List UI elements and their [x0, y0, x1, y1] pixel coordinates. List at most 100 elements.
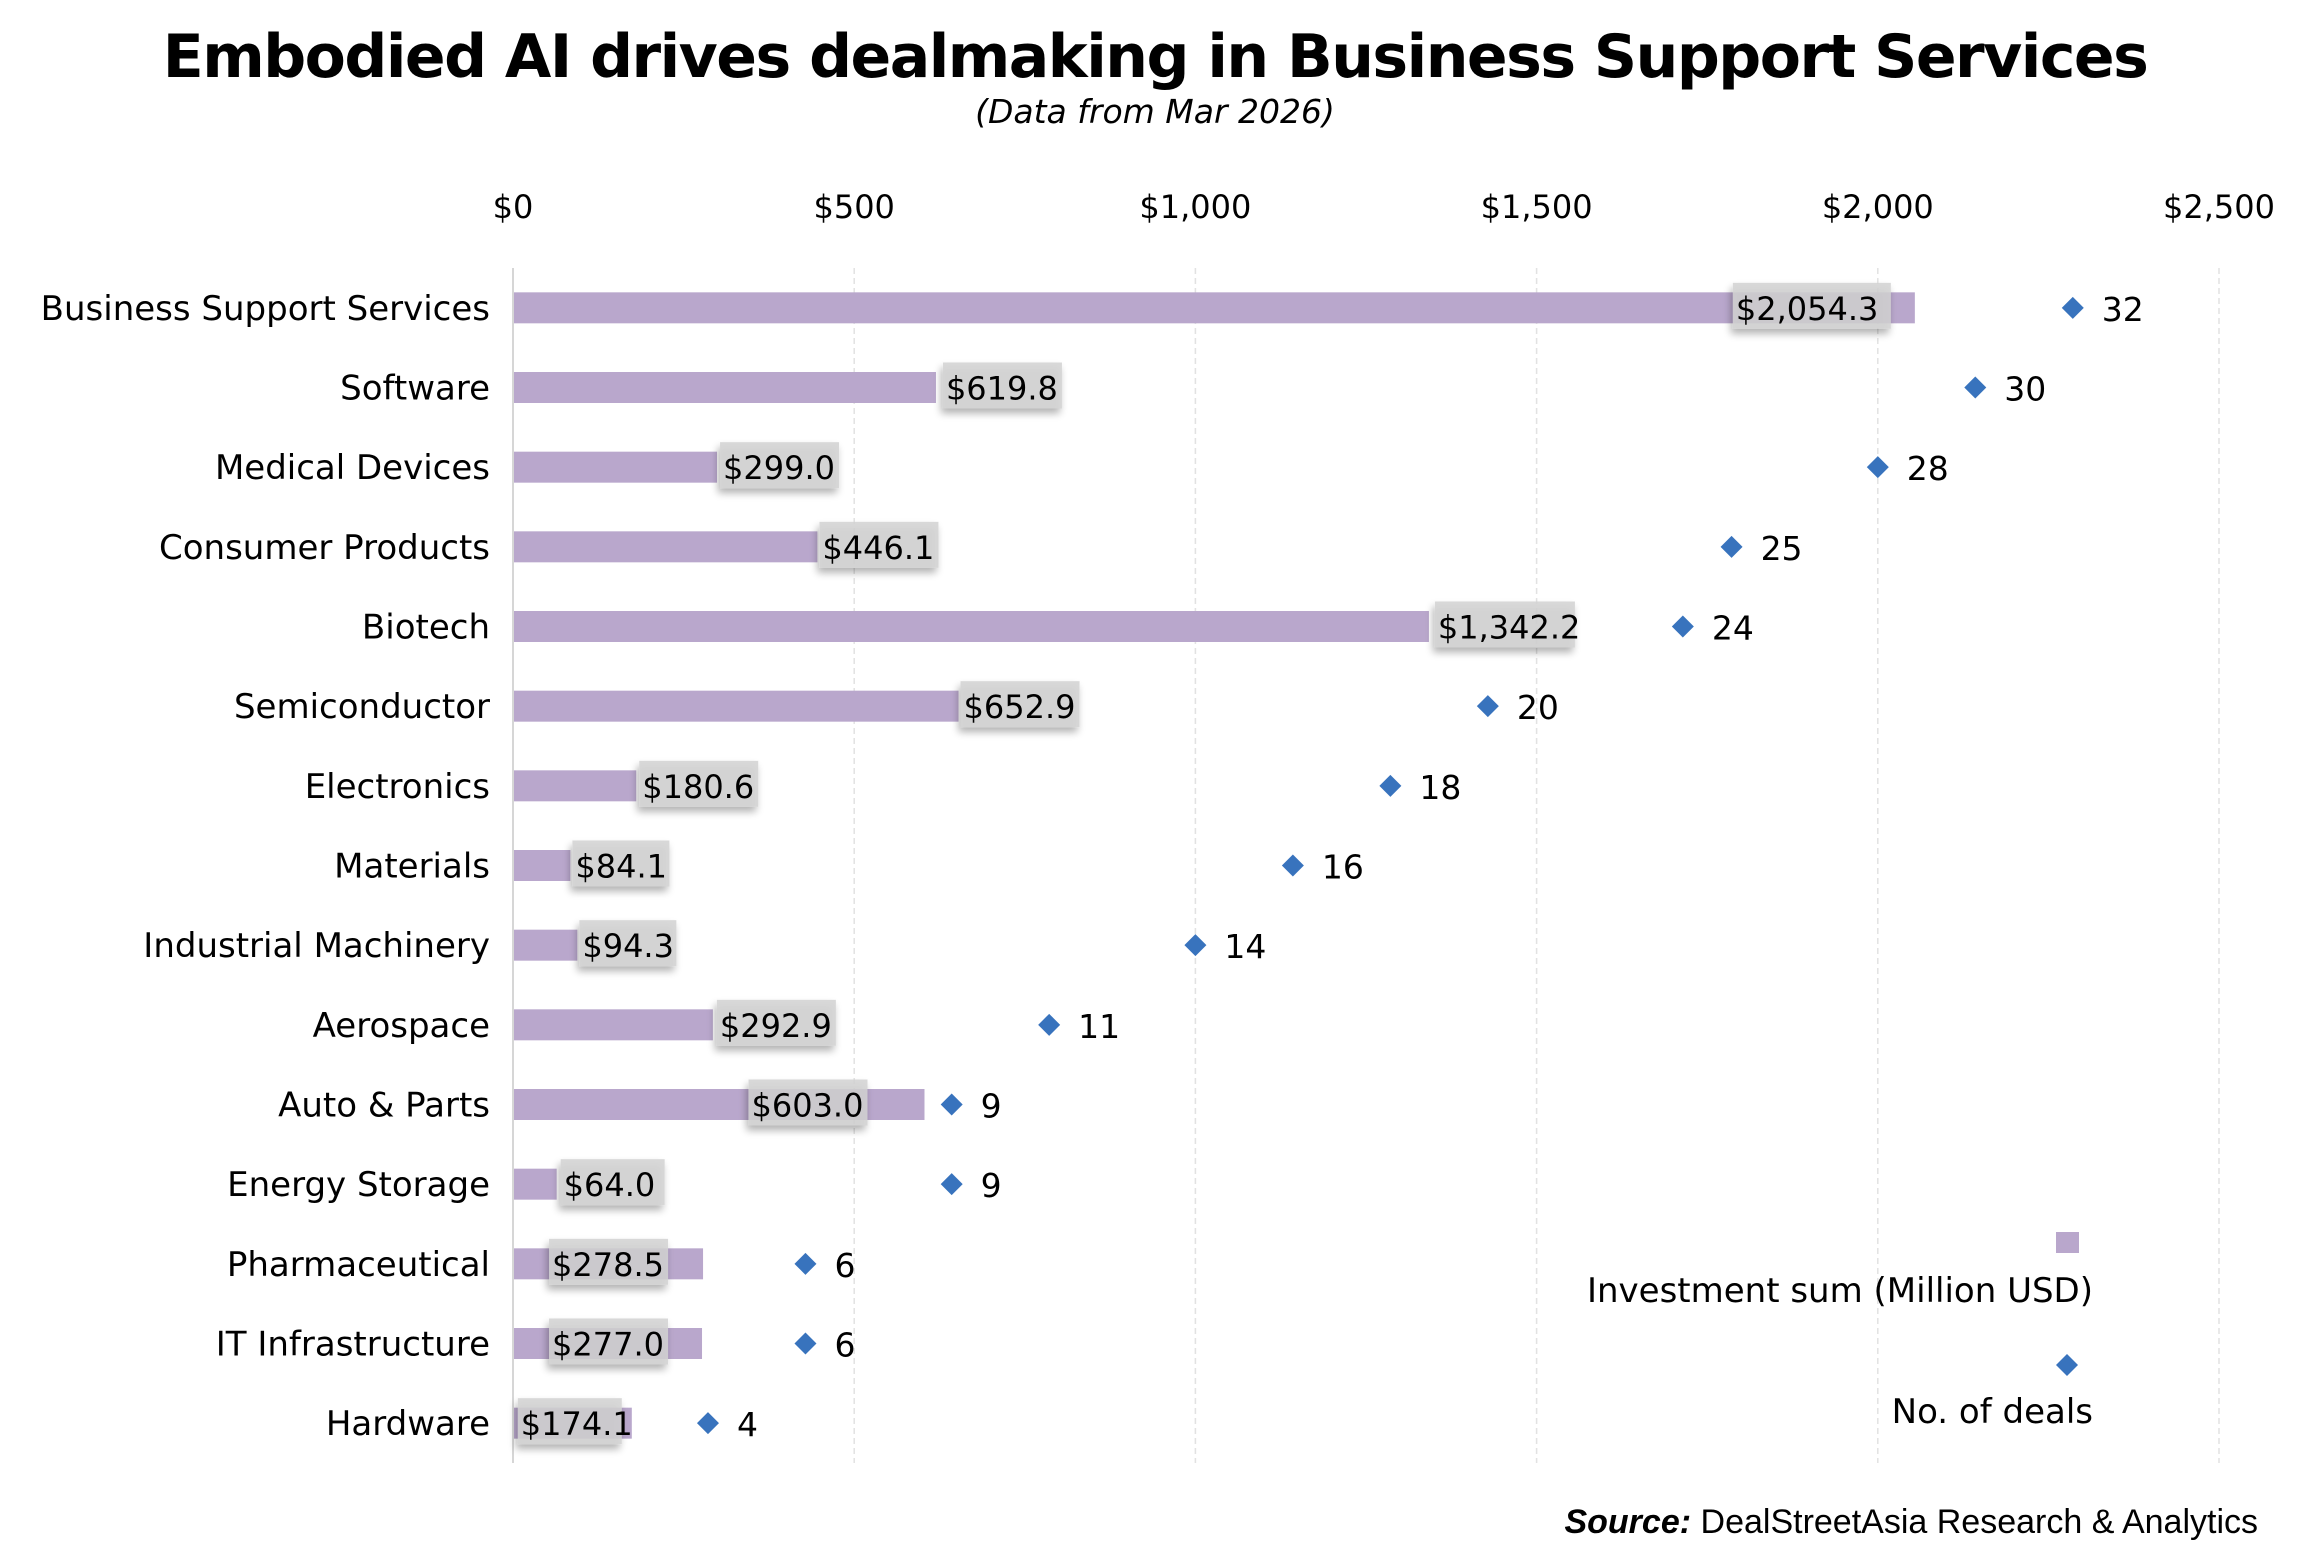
- bar[interactable]: [514, 451, 718, 483]
- bar-value-label: $446.1: [819, 521, 939, 568]
- value-label-text: $2,054.3: [1736, 290, 1879, 328]
- x-tick-label: $500: [813, 188, 894, 226]
- deal-marker-diamond-icon[interactable]: [940, 1093, 963, 1116]
- value-label-text: $180.6: [642, 768, 754, 806]
- deal-marker-diamond-icon[interactable]: [794, 1252, 817, 1275]
- deal-count-label: 32: [2102, 290, 2144, 329]
- deal-marker-diamond-icon[interactable]: [1866, 456, 1889, 479]
- value-label-box: [560, 1159, 665, 1206]
- deal-count-label: 16: [1322, 848, 1364, 887]
- value-label-text: $278.5: [552, 1246, 664, 1284]
- x-tick-label: $2,500: [2163, 188, 2275, 226]
- deal-count-label: 20: [1517, 688, 1559, 727]
- deal-marker-diamond-icon[interactable]: [1038, 1013, 1061, 1036]
- bar-value-label: $84.1: [572, 840, 670, 887]
- legend-swatch-investment: [2056, 1232, 2079, 1253]
- category-label: Auto & Parts: [278, 1086, 490, 1126]
- deal-count-label: 9: [981, 1166, 1002, 1205]
- bar-value-label: $2,054.3: [1732, 282, 1891, 329]
- category-label: Industrial Machinery: [143, 926, 490, 966]
- bars: [514, 292, 1915, 1439]
- legend-label-investment: Investment sum (Million USD): [1587, 1271, 2093, 1311]
- category-label: Electronics: [305, 767, 490, 807]
- chart-title: Embodied AI drives dealmaking in Busines…: [162, 22, 2149, 92]
- deal-count-label: 28: [1907, 449, 1949, 488]
- deal-count-label: 4: [737, 1405, 758, 1444]
- value-label-box: [1434, 601, 1575, 648]
- bar[interactable]: [514, 292, 1915, 324]
- bar-value-label: $652.9: [960, 681, 1080, 728]
- deal-marker-diamond-icon[interactable]: [2061, 296, 2084, 319]
- value-label-box: [549, 1238, 669, 1285]
- deal-count-label: 25: [1761, 529, 1803, 568]
- deal-marker-diamond-icon[interactable]: [940, 1173, 963, 1196]
- category-label: Business Support Services: [41, 289, 490, 329]
- value-label-text: $603.0: [751, 1087, 863, 1125]
- value-label-box: [572, 840, 670, 887]
- bar[interactable]: [514, 531, 818, 563]
- category-label: Aerospace: [313, 1006, 490, 1046]
- x-tick-label: $2,000: [1822, 188, 1934, 226]
- bar[interactable]: [514, 611, 1429, 642]
- deal-count-label: 11: [1078, 1007, 1120, 1046]
- bar[interactable]: [514, 770, 637, 802]
- deal-count-label: 30: [2004, 370, 2046, 409]
- value-label-box: [639, 760, 759, 807]
- category-label: IT Infrastructure: [216, 1325, 490, 1365]
- deal-marker-diamond-icon[interactable]: [1184, 934, 1207, 957]
- bar[interactable]: [514, 850, 571, 881]
- x-tick-label: $0: [493, 188, 534, 226]
- bar-value-label: $180.6: [639, 760, 759, 807]
- category-label: Hardware: [326, 1404, 490, 1444]
- deal-marker-diamond-icon[interactable]: [1379, 774, 1402, 797]
- value-label-box: [960, 681, 1080, 728]
- value-label-text: $292.9: [720, 1007, 832, 1045]
- value-label-box: [517, 1398, 622, 1445]
- deal-marker-diamond-icon[interactable]: [1281, 854, 1304, 877]
- bar[interactable]: [514, 690, 959, 722]
- value-label-box: [549, 1318, 669, 1365]
- value-label-box: [716, 999, 836, 1046]
- deal-marker-diamond-icon[interactable]: [1964, 376, 1987, 399]
- deal-count-label: 24: [1712, 609, 1754, 648]
- deal-count-label: 6: [834, 1326, 855, 1365]
- category-label: Consumer Products: [159, 528, 490, 568]
- deal-marker-diamond-icon[interactable]: [1476, 695, 1499, 718]
- bar-value-label: $94.3: [579, 920, 677, 967]
- bar[interactable]: [514, 1168, 557, 1200]
- category-label: Semiconductor: [234, 687, 490, 727]
- value-label-text: $299.0: [723, 449, 835, 487]
- deal-count-label: 6: [834, 1246, 855, 1285]
- x-tick-label: $1,000: [1139, 188, 1251, 226]
- value-label-text: $64.0: [564, 1166, 656, 1204]
- chart-subtitle: (Data from Mar 2026): [975, 92, 1335, 131]
- bar-value-label: $278.5: [549, 1238, 669, 1285]
- bar-value-label: $603.0: [748, 1079, 868, 1126]
- deal-marker-diamond-icon[interactable]: [696, 1412, 719, 1435]
- bar-value-label: $292.9: [716, 999, 836, 1046]
- deal-marker-diamond-icon[interactable]: [794, 1332, 817, 1355]
- bar[interactable]: [514, 929, 578, 961]
- category-label: Pharmaceutical: [227, 1245, 490, 1285]
- category-label: Materials: [334, 847, 490, 887]
- deal-marker-diamond-icon[interactable]: [1720, 535, 1743, 558]
- value-label-box: [942, 362, 1062, 409]
- value-label-text: $94.3: [582, 927, 674, 965]
- bar-value-label: $174.1: [517, 1398, 633, 1445]
- bar-value-label: $619.8: [942, 362, 1062, 409]
- bar-value-labels: $2,054.3 $619.8 $299.0 $446.1 $1,342.2 $652.9…: [517, 282, 1891, 1445]
- gridlines: [512, 268, 2220, 1463]
- value-label-box: [579, 920, 677, 967]
- bar[interactable]: [514, 372, 936, 403]
- deal-count-label: 18: [1419, 768, 1461, 807]
- value-label-box: [748, 1079, 868, 1126]
- value-label-text: $84.1: [575, 848, 667, 886]
- value-label-text: $174.1: [521, 1405, 633, 1443]
- category-label: Medical Devices: [215, 448, 490, 488]
- value-label-text: $652.9: [964, 688, 1076, 726]
- value-label-box: [1732, 282, 1891, 329]
- bar[interactable]: [514, 1009, 713, 1041]
- deal-marker-diamond-icon[interactable]: [1671, 615, 1694, 638]
- category-label: Software: [340, 369, 490, 409]
